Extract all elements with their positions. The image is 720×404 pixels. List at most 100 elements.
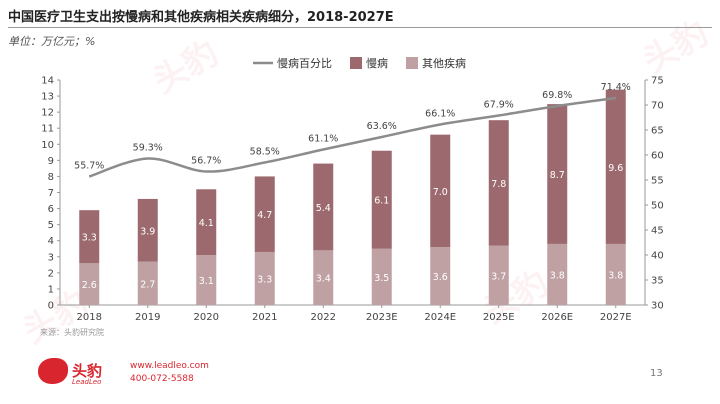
y-right-tick-label: 40 xyxy=(651,251,664,262)
y-right-tick-label: 75 xyxy=(651,76,664,87)
x-tick-label: 2020 xyxy=(194,312,219,323)
data-label-percent: 67.9% xyxy=(484,100,514,111)
y-left-tick-label: 9 xyxy=(48,156,54,167)
bar-other xyxy=(137,261,158,305)
data-label-percent: 58.5% xyxy=(250,147,280,158)
bar-other xyxy=(254,251,275,305)
series-line-chronic-percent xyxy=(88,96,616,178)
contact-phone: 400-072-5588 xyxy=(130,374,194,384)
y-left-tick-label: 11 xyxy=(41,124,54,135)
bar-chronic xyxy=(430,134,451,248)
x-tick-label: 2027E xyxy=(600,312,632,323)
legend-swatch-bar xyxy=(350,57,362,69)
logo-text: 头豹 xyxy=(72,362,103,380)
y-left-tick-label: 8 xyxy=(48,172,54,183)
data-label-percent: 56.7% xyxy=(191,156,221,167)
contact-info: www.leadleo.com 400-072-5588 xyxy=(130,360,209,386)
y-right-tick-label: 45 xyxy=(651,226,664,237)
x-tick-label: 2021 xyxy=(252,312,277,323)
y-right-tick-label: 50 xyxy=(651,201,664,212)
bar-chronic xyxy=(196,189,217,256)
y-right-tick-label: 55 xyxy=(651,176,664,187)
data-label-chronic: 9.6 xyxy=(608,163,623,174)
bar-chronic xyxy=(488,120,509,246)
bar-other xyxy=(547,243,568,305)
data-label-other: 3.5 xyxy=(374,273,389,284)
data-label-chronic: 8.7 xyxy=(550,170,565,181)
data-label-percent: 63.6% xyxy=(367,121,397,132)
bar-other xyxy=(196,255,217,305)
y-left-tick-label: 3 xyxy=(48,252,54,263)
data-label-other: 3.1 xyxy=(199,276,214,287)
data-label-other: 3.6 xyxy=(433,272,448,283)
legend-label: 慢病百分比 xyxy=(277,56,332,70)
bar-chronic xyxy=(371,150,392,249)
data-label-other: 2.7 xyxy=(140,279,155,290)
data-label-percent: 55.7% xyxy=(74,161,104,172)
data-label-chronic: 4.7 xyxy=(257,210,272,221)
x-tick-label: 2023E xyxy=(366,312,398,323)
bar-other xyxy=(371,248,392,305)
bar-chronic xyxy=(313,163,334,251)
data-label-chronic: 7.8 xyxy=(491,179,506,190)
bar-other xyxy=(313,250,334,305)
x-tick-label: 2026E xyxy=(541,312,573,323)
y-left-tick-label: 0 xyxy=(48,301,54,312)
data-label-chronic: 7.0 xyxy=(433,187,448,198)
page-number: 13 xyxy=(650,368,663,379)
x-tick-label: 2019 xyxy=(135,312,160,323)
bar-chronic xyxy=(79,210,100,264)
y-left-tick-label: 1 xyxy=(48,284,54,295)
x-tick-label: 2025E xyxy=(483,312,515,323)
data-label-other: 3.3 xyxy=(257,274,272,285)
data-label-chronic: 6.1 xyxy=(374,196,389,207)
brand-logo: 头豹 LeadLeo xyxy=(38,358,128,388)
data-label-percent: 59.3% xyxy=(133,143,163,154)
bar-other xyxy=(605,243,626,305)
y-right-tick-label: 60 xyxy=(651,151,664,162)
contact-web[interactable]: www.leadleo.com xyxy=(130,361,209,371)
data-label-other: 3.8 xyxy=(608,270,623,281)
x-tick-label: 2024E xyxy=(424,312,456,323)
data-label-percent: 71.4% xyxy=(601,82,631,93)
bar-chronic xyxy=(254,176,275,252)
logo-subtext: LeadLeo xyxy=(72,378,102,386)
y-right-tick-label: 35 xyxy=(651,276,664,287)
y-left-tick-label: 14 xyxy=(41,76,54,87)
y-left-tick-label: 4 xyxy=(48,236,54,247)
leopard-icon xyxy=(38,358,68,384)
x-tick-label: 2018 xyxy=(77,312,102,323)
bar-chronic xyxy=(137,198,158,262)
y-left-tick-label: 13 xyxy=(41,92,54,103)
data-label-other: 3.7 xyxy=(491,271,506,282)
y-right-tick-label: 70 xyxy=(651,101,664,112)
data-label-other: 3.4 xyxy=(316,274,331,285)
data-label-other: 2.6 xyxy=(82,280,97,291)
y-left-tick-label: 12 xyxy=(41,108,54,119)
data-label-chronic: 5.4 xyxy=(316,203,331,214)
y-left-tick-label: 5 xyxy=(48,220,54,231)
unit-label: 单位：万亿元；% xyxy=(8,35,96,48)
data-label-chronic: 3.3 xyxy=(82,233,97,244)
y-left-tick-label: 2 xyxy=(48,268,54,279)
bar-chronic xyxy=(547,104,568,244)
data-label-percent: 69.8% xyxy=(542,90,572,101)
bar-other xyxy=(430,247,451,305)
x-tick-label: 2022 xyxy=(311,312,336,323)
title-divider xyxy=(8,27,712,28)
y-right-tick-label: 30 xyxy=(651,301,664,312)
data-label-other: 3.8 xyxy=(550,270,565,281)
bar-other xyxy=(79,263,100,305)
data-label-percent: 66.1% xyxy=(425,109,455,120)
data-label-chronic: 4.1 xyxy=(199,218,214,229)
y-left-tick-label: 10 xyxy=(41,140,54,151)
data-label-chronic: 3.9 xyxy=(140,226,155,237)
legend-label: 其他疾病 xyxy=(422,56,466,70)
y-left-tick-label: 6 xyxy=(48,204,54,215)
data-label-percent: 61.1% xyxy=(308,134,338,145)
bar-chronic xyxy=(605,89,626,244)
legend-swatch-bar xyxy=(406,57,418,69)
source-note: 来源：头豹研究院 xyxy=(40,328,104,337)
legend-label: 慢病 xyxy=(366,56,388,70)
